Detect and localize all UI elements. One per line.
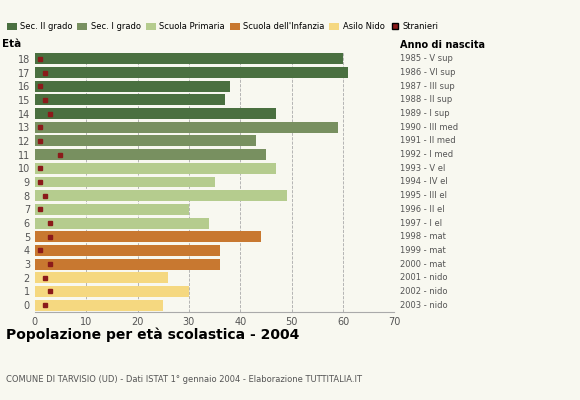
Text: 1987 - III sup: 1987 - III sup — [400, 82, 455, 91]
Text: 1997 - I el: 1997 - I el — [400, 218, 443, 228]
Legend: Sec. II grado, Sec. I grado, Scuola Primaria, Scuola dell'Infanzia, Asilo Nido, : Sec. II grado, Sec. I grado, Scuola Prim… — [6, 22, 439, 31]
Text: Anno di nascita: Anno di nascita — [400, 40, 485, 50]
Bar — [35, 67, 348, 78]
Bar — [35, 259, 220, 270]
Bar — [35, 53, 343, 64]
Text: 2000 - mat: 2000 - mat — [400, 260, 446, 269]
Bar — [35, 176, 215, 188]
Text: 2002 - nido: 2002 - nido — [400, 287, 448, 296]
Bar — [35, 108, 276, 119]
Text: 1999 - mat: 1999 - mat — [400, 246, 446, 255]
Text: COMUNE DI TARVISIO (UD) - Dati ISTAT 1° gennaio 2004 - Elaborazione TUTTITALIA.I: COMUNE DI TARVISIO (UD) - Dati ISTAT 1° … — [6, 375, 362, 384]
Text: 1994 - IV el: 1994 - IV el — [400, 178, 448, 186]
Text: 2001 - nido: 2001 - nido — [400, 273, 448, 282]
Bar — [35, 272, 168, 283]
Bar — [35, 149, 266, 160]
Text: 1992 - I med: 1992 - I med — [400, 150, 454, 159]
Text: 1993 - V el: 1993 - V el — [400, 164, 445, 173]
Text: Età: Età — [2, 39, 21, 49]
Bar — [35, 136, 256, 146]
Bar — [35, 300, 163, 311]
Text: 1998 - mat: 1998 - mat — [400, 232, 446, 241]
Bar — [35, 122, 338, 133]
Text: 1989 - I sup: 1989 - I sup — [400, 109, 450, 118]
Text: 1996 - II el: 1996 - II el — [400, 205, 445, 214]
Bar — [35, 81, 230, 92]
Text: 1991 - II med: 1991 - II med — [400, 136, 456, 146]
Text: 1988 - II sup: 1988 - II sup — [400, 95, 452, 104]
Bar — [35, 190, 287, 201]
Text: 1990 - III med: 1990 - III med — [400, 123, 458, 132]
Text: Popolazione per età scolastica - 2004: Popolazione per età scolastica - 2004 — [6, 328, 299, 342]
Text: 2003 - nido: 2003 - nido — [400, 301, 448, 310]
Bar — [35, 204, 189, 215]
Bar — [35, 286, 189, 297]
Text: 1986 - VI sup: 1986 - VI sup — [400, 68, 456, 77]
Text: 1995 - III el: 1995 - III el — [400, 191, 447, 200]
Bar — [35, 245, 220, 256]
Bar — [35, 163, 276, 174]
Text: 1985 - V sup: 1985 - V sup — [400, 54, 453, 63]
Bar — [35, 218, 209, 228]
Bar — [35, 94, 225, 105]
Bar — [35, 231, 261, 242]
